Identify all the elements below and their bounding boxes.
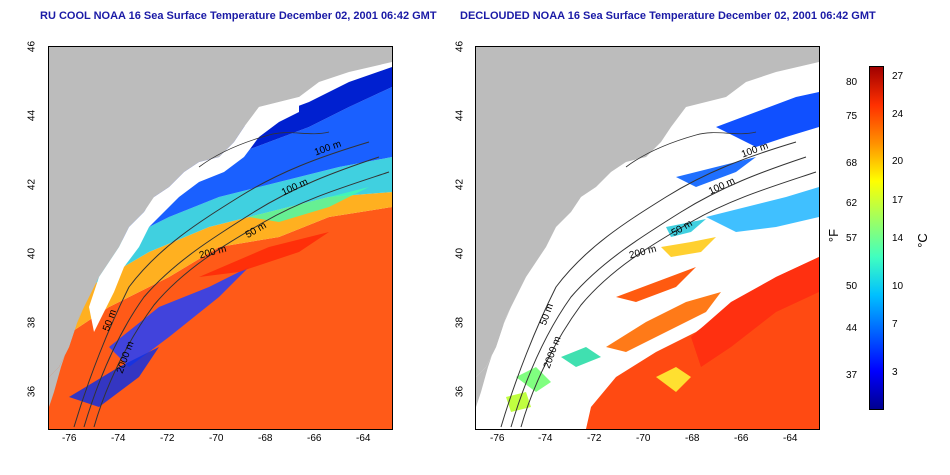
colorbar-f-68: 68 [846,158,858,169]
colorbar-f-44: 44 [846,323,858,334]
colorbar-c-27: 27 [892,71,904,82]
lon-tick-right--76: -76 [490,433,505,444]
map-title-left: RU COOL NOAA 16 Sea Surface Temperature … [40,10,437,22]
colorbar-c-10: 10 [892,281,904,292]
lon-tick-left--76: -76 [62,433,77,444]
lon-tick-right--72: -72 [587,433,602,444]
lat-tick-right-38: 38 [454,316,466,329]
celsius-unit-label: °C [914,233,930,248]
lat-tick-left-38: 38 [26,316,38,329]
colorbar-f-75: 75 [846,111,858,122]
colorbar-c-24: 24 [892,109,904,120]
lat-tick-right-36: 36 [454,385,466,398]
lon-tick-left--74: -74 [111,433,126,444]
lon-tick-right--68: -68 [685,433,700,444]
colorbar-c-3: 3 [892,367,898,378]
colorbar-c-7: 7 [892,319,898,330]
lon-tick-right--66: -66 [734,433,749,444]
sst-map-declouded: 50 m 50 m 100 m 100 m 200 m 2000 m [475,46,820,430]
colorbar-f-62: 62 [846,198,858,209]
temperature-colorbar [869,66,884,410]
sst-map-raw-graphic [49,47,392,429]
lat-tick-left-42: 42 [26,178,38,191]
sst-map-declouded-graphic [476,47,819,429]
colorbar-f-57: 57 [846,233,858,244]
colorbar-c-20: 20 [892,156,904,167]
colorbar-c-14: 14 [892,233,904,244]
lat-tick-right-42: 42 [454,178,466,191]
lon-tick-left--64: -64 [356,433,371,444]
lon-tick-right--64: -64 [783,433,798,444]
sst-map-raw: 50 m 50 m 100 m 100 m 200 m 2000 m [48,46,393,430]
lat-tick-left-40: 40 [26,247,38,260]
lat-tick-left-44: 44 [26,109,38,122]
lat-tick-right-40: 40 [454,247,466,260]
lat-tick-right-44: 44 [454,109,466,122]
lat-tick-left-36: 36 [26,385,38,398]
lon-tick-left--70: -70 [209,433,224,444]
map-title-right: DECLOUDED NOAA 16 Sea Surface Temperatur… [460,10,876,22]
lon-tick-left--66: -66 [307,433,322,444]
colorbar-f-37: 37 [846,370,858,381]
colorbar-f-80: 80 [846,77,858,88]
lat-tick-left-46: 46 [26,40,38,53]
colorbar-c-17: 17 [892,195,904,206]
lon-tick-left--72: -72 [160,433,175,444]
fahrenheit-unit-label: °F [826,228,842,243]
lat-tick-right-46: 46 [454,40,466,53]
colorbar-f-50: 50 [846,281,858,292]
lon-tick-right--74: -74 [538,433,553,444]
lon-tick-right--70: -70 [636,433,651,444]
lon-tick-left--68: -68 [258,433,273,444]
